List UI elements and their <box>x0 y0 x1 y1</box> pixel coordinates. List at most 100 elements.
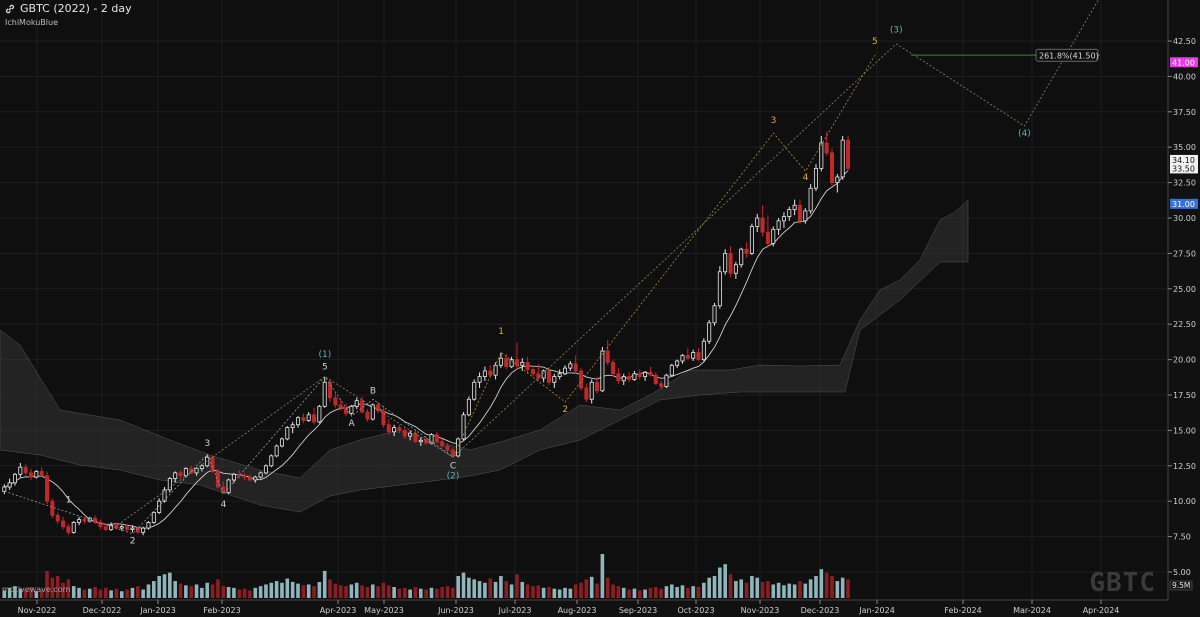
candle-body <box>546 370 551 383</box>
candle <box>840 135 845 180</box>
volume-bar <box>397 588 402 598</box>
price-tag-box <box>1170 163 1198 174</box>
x-tick-label: Sep-2023 <box>619 606 657 615</box>
candle-body <box>803 210 808 222</box>
candle <box>525 356 530 374</box>
candle <box>643 370 648 381</box>
candle <box>376 402 381 414</box>
candle-body <box>237 473 242 477</box>
candle <box>18 462 23 478</box>
volume-bar <box>152 581 156 598</box>
x-axis: Nov-2022 Dec-2022 Jan-2023 Feb-2023 Apr-2023… <box>0 599 1168 617</box>
wave-label: 2 <box>130 537 136 547</box>
candle <box>653 372 658 386</box>
volume-bar <box>119 591 124 598</box>
candle-body <box>151 512 156 523</box>
volume-bar <box>445 586 450 598</box>
candle-body <box>440 441 445 447</box>
candle <box>93 515 98 524</box>
volume-bar <box>93 587 97 598</box>
volume-bar <box>285 578 290 598</box>
link-icon[interactable] <box>4 3 16 15</box>
volume-bar <box>125 589 129 598</box>
candle <box>584 383 589 403</box>
candle <box>739 247 744 268</box>
volume-bar <box>659 588 663 598</box>
candle <box>103 523 108 531</box>
y-tick-label: 25.00 <box>1173 285 1196 294</box>
candle-body <box>685 354 690 359</box>
volume-bar <box>643 589 647 598</box>
price-tag-label: 34.10 <box>1172 156 1195 165</box>
volume-bar <box>846 579 850 598</box>
price-tag-box <box>1170 154 1198 165</box>
candle <box>472 379 477 401</box>
candle-body <box>600 350 605 392</box>
volume-bar <box>702 582 706 598</box>
candle-body <box>579 370 584 389</box>
x-tick-label: Jul-2023 <box>498 606 532 615</box>
candle-body <box>509 359 514 368</box>
candle-body <box>728 252 733 274</box>
candle <box>632 370 637 381</box>
candle-body <box>312 414 317 423</box>
candle-body <box>146 522 151 529</box>
volume-tag-box <box>1169 580 1193 591</box>
candle-body <box>637 373 642 377</box>
candle-body <box>66 526 71 533</box>
candle <box>306 411 311 422</box>
candle-body <box>130 527 135 530</box>
wave-label: 5 <box>322 363 328 373</box>
candle-body <box>584 387 589 400</box>
candle <box>824 131 829 156</box>
volume-bar <box>312 586 316 598</box>
candle-body <box>589 381 594 400</box>
candle <box>595 376 600 394</box>
candle <box>151 511 156 524</box>
candle-body <box>376 404 381 411</box>
volume-bar <box>194 584 199 598</box>
volume-bar <box>408 589 412 598</box>
candle-body <box>755 217 760 227</box>
candle <box>445 443 450 454</box>
candle <box>434 431 439 444</box>
volume-bar <box>392 587 396 598</box>
candle-body <box>450 449 455 457</box>
candle <box>354 397 359 410</box>
candle <box>749 223 754 255</box>
candle <box>146 521 151 530</box>
candle-body <box>397 427 402 431</box>
volume-bar <box>162 574 167 598</box>
volume-bar <box>290 581 295 598</box>
candle <box>237 470 242 479</box>
candle <box>781 212 786 228</box>
candle-body <box>616 373 621 382</box>
volume-bar <box>264 584 268 598</box>
price-tag: 31.00 <box>1170 198 1198 209</box>
volume-bar <box>573 584 578 598</box>
volume-tag-label: 9.5M <box>1172 581 1190 590</box>
candle <box>429 433 434 445</box>
candle-body <box>552 376 557 383</box>
volume-bar <box>483 582 487 598</box>
volume-bar <box>787 583 792 598</box>
price-tag-box <box>1170 57 1198 68</box>
candle-body <box>669 364 674 376</box>
volume-bar <box>515 574 519 598</box>
candle-body <box>413 432 418 443</box>
volume-bar <box>114 588 119 598</box>
indicator-label[interactable]: IchiMokuBlue <box>5 18 59 27</box>
grid-lines <box>0 0 1168 600</box>
candle-body <box>760 217 765 233</box>
volume-bar <box>338 585 343 598</box>
y-tick-label: 5.00 <box>1173 568 1191 577</box>
wave-lines <box>4 0 1099 535</box>
candle <box>546 368 551 386</box>
x-tick-label: Nov-2022 <box>18 606 57 615</box>
chart-title[interactable]: GBTC (2022) - 2 day <box>20 2 132 15</box>
volume-bar <box>451 587 455 598</box>
volume-bar <box>739 579 744 598</box>
candle <box>552 373 557 388</box>
y-tick-label: 7.50 <box>1173 533 1191 542</box>
